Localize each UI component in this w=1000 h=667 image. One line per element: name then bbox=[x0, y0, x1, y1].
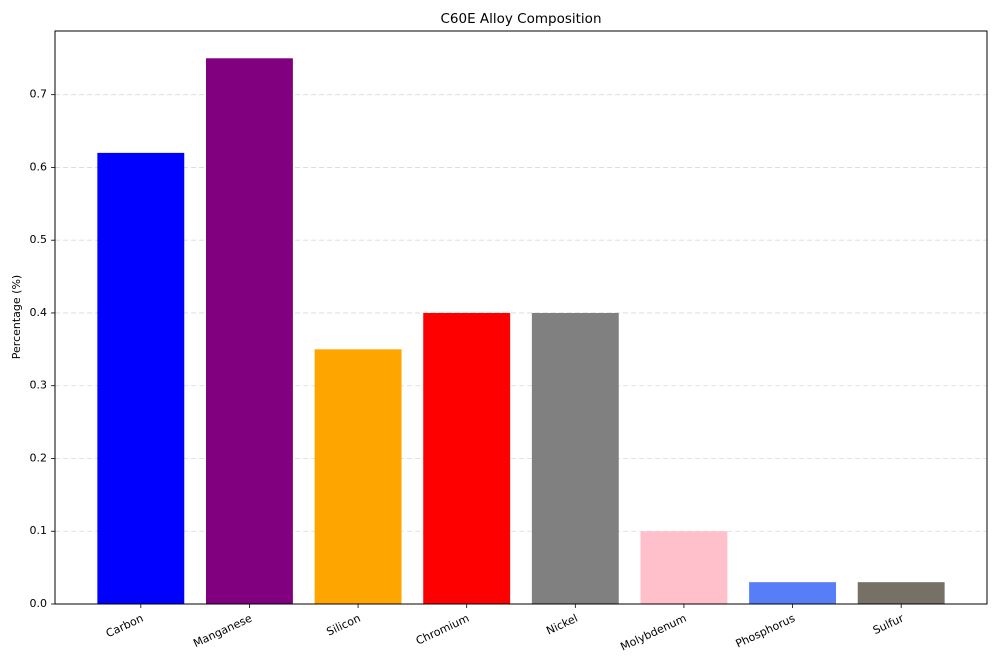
bar bbox=[749, 582, 837, 604]
bar bbox=[531, 312, 619, 604]
bar bbox=[423, 312, 511, 604]
x-tick-label: Carbon bbox=[104, 612, 145, 641]
y-tick-label: 0.6 bbox=[30, 160, 48, 173]
y-tick-label: 0.3 bbox=[30, 379, 48, 392]
y-tick-label: 0.4 bbox=[30, 306, 48, 319]
bar bbox=[314, 349, 402, 604]
bar bbox=[97, 152, 185, 604]
x-tick-label: Phosphorus bbox=[734, 612, 798, 651]
y-tick-label: 0.0 bbox=[30, 597, 48, 610]
bar bbox=[640, 531, 728, 604]
bar bbox=[205, 58, 293, 605]
x-tick-label: Nickel bbox=[544, 612, 580, 638]
chart-title: C60E Alloy Composition bbox=[440, 11, 601, 27]
y-tick-label: 0.1 bbox=[30, 524, 48, 537]
plot-frame bbox=[54, 30, 988, 605]
x-tick-label: Chromium bbox=[414, 612, 471, 648]
y-tick-label: 0.7 bbox=[30, 88, 48, 101]
x-tick-label: Molybdenum bbox=[618, 612, 688, 654]
y-axis-label: Percentage (%) bbox=[10, 275, 23, 359]
y-tick-label: 0.5 bbox=[30, 233, 48, 246]
x-tick-label: Sulfur bbox=[871, 611, 906, 637]
y-tick-label: 0.2 bbox=[30, 451, 48, 464]
x-tick-label: Manganese bbox=[191, 612, 254, 651]
x-tick-label: Silicon bbox=[325, 612, 363, 639]
bar bbox=[857, 582, 945, 604]
